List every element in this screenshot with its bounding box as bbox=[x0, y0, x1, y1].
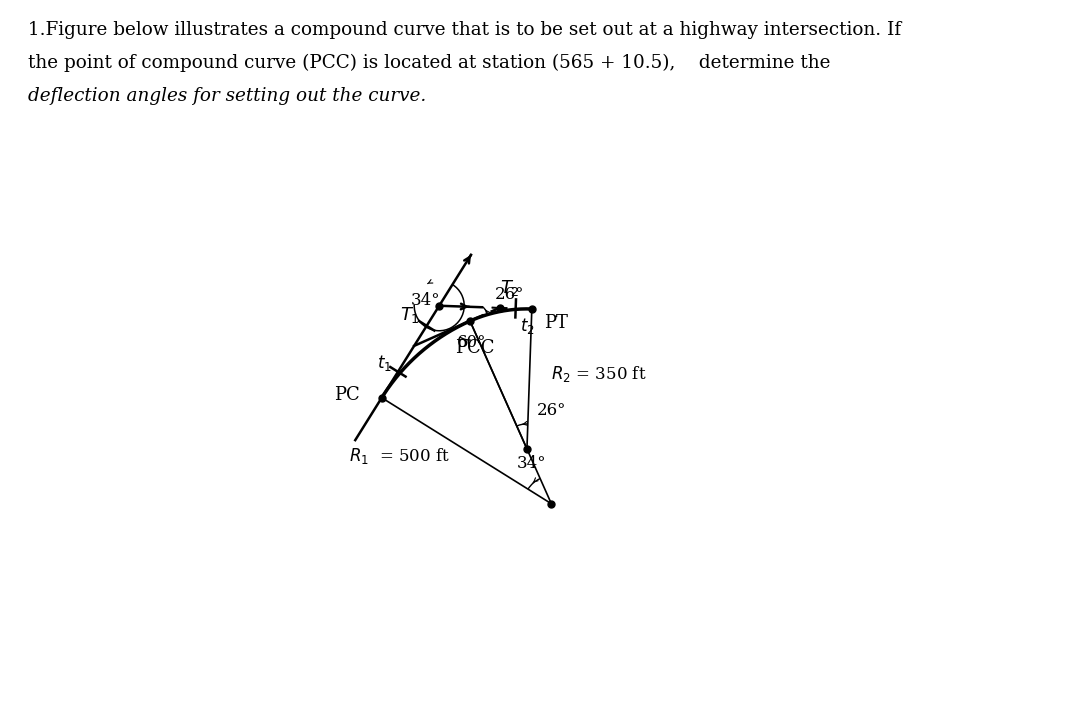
Text: $T_1$: $T_1$ bbox=[400, 305, 420, 325]
Text: PCC: PCC bbox=[456, 339, 495, 357]
Text: 26°: 26° bbox=[495, 286, 525, 303]
Text: 34°: 34° bbox=[410, 292, 440, 309]
Text: 1.Figure below illustrates a compound curve that is to be set out at a highway i: 1.Figure below illustrates a compound cu… bbox=[28, 21, 901, 39]
Text: $R_2$ = 350 ft: $R_2$ = 350 ft bbox=[552, 364, 647, 384]
Text: PT: PT bbox=[544, 314, 568, 332]
Text: $T_2$: $T_2$ bbox=[500, 278, 519, 298]
Text: PC: PC bbox=[334, 386, 360, 404]
Text: 26°: 26° bbox=[537, 402, 566, 419]
Text: the point of compound curve (PCC) is located at station (565 + 10.5),    determi: the point of compound curve (PCC) is loc… bbox=[28, 54, 831, 73]
Text: 60°: 60° bbox=[457, 334, 487, 351]
Text: $t_1$: $t_1$ bbox=[377, 354, 392, 373]
Text: $t_2$: $t_2$ bbox=[521, 317, 535, 336]
Text: deflection angles for setting out the curve.: deflection angles for setting out the cu… bbox=[28, 87, 427, 105]
Text: 34°: 34° bbox=[516, 454, 546, 472]
Text: $R_1$  = 500 ft: $R_1$ = 500 ft bbox=[349, 446, 450, 466]
